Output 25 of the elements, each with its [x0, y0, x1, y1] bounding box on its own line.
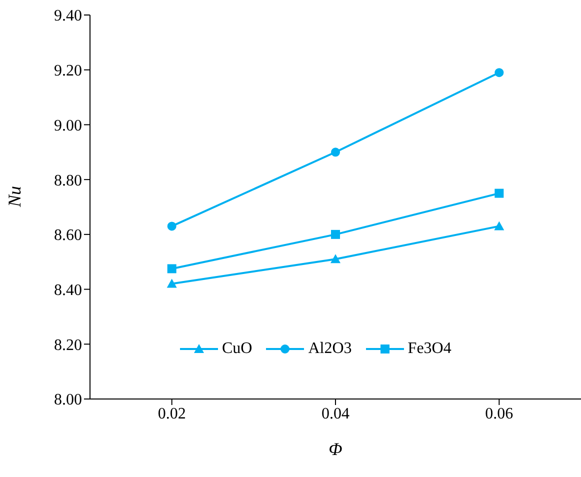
point: [494, 221, 504, 230]
x-axis-title: Φ: [328, 439, 343, 459]
y-tick-label: 8.00: [54, 392, 82, 409]
point: [331, 148, 340, 157]
point: [167, 264, 176, 274]
y-tick-label: 8.20: [54, 336, 82, 354]
y-tick-label: 9.40: [54, 8, 82, 25]
y-tick-label: 8.60: [54, 227, 82, 244]
point: [330, 254, 340, 264]
y-tick-label: 8.80: [54, 172, 82, 190]
point: [494, 68, 504, 78]
point: [167, 222, 176, 231]
y-tick-label: 9.20: [54, 62, 82, 80]
legend-label: Al2O3: [308, 340, 352, 358]
legend-label: Fe3O4: [408, 340, 452, 358]
x-tick-label: 0.04: [322, 405, 350, 422]
point: [494, 188, 504, 198]
legend-label: CuO: [222, 340, 252, 358]
y-tick-label: 9.00: [54, 117, 82, 134]
y-axis-title: Nu: [4, 186, 24, 208]
point: [331, 230, 340, 239]
point: [166, 278, 177, 288]
y-tick-label: 8.40: [54, 282, 82, 299]
x-tick-label: 0.06: [485, 405, 514, 422]
x-tick-label: 0.02: [158, 405, 186, 422]
